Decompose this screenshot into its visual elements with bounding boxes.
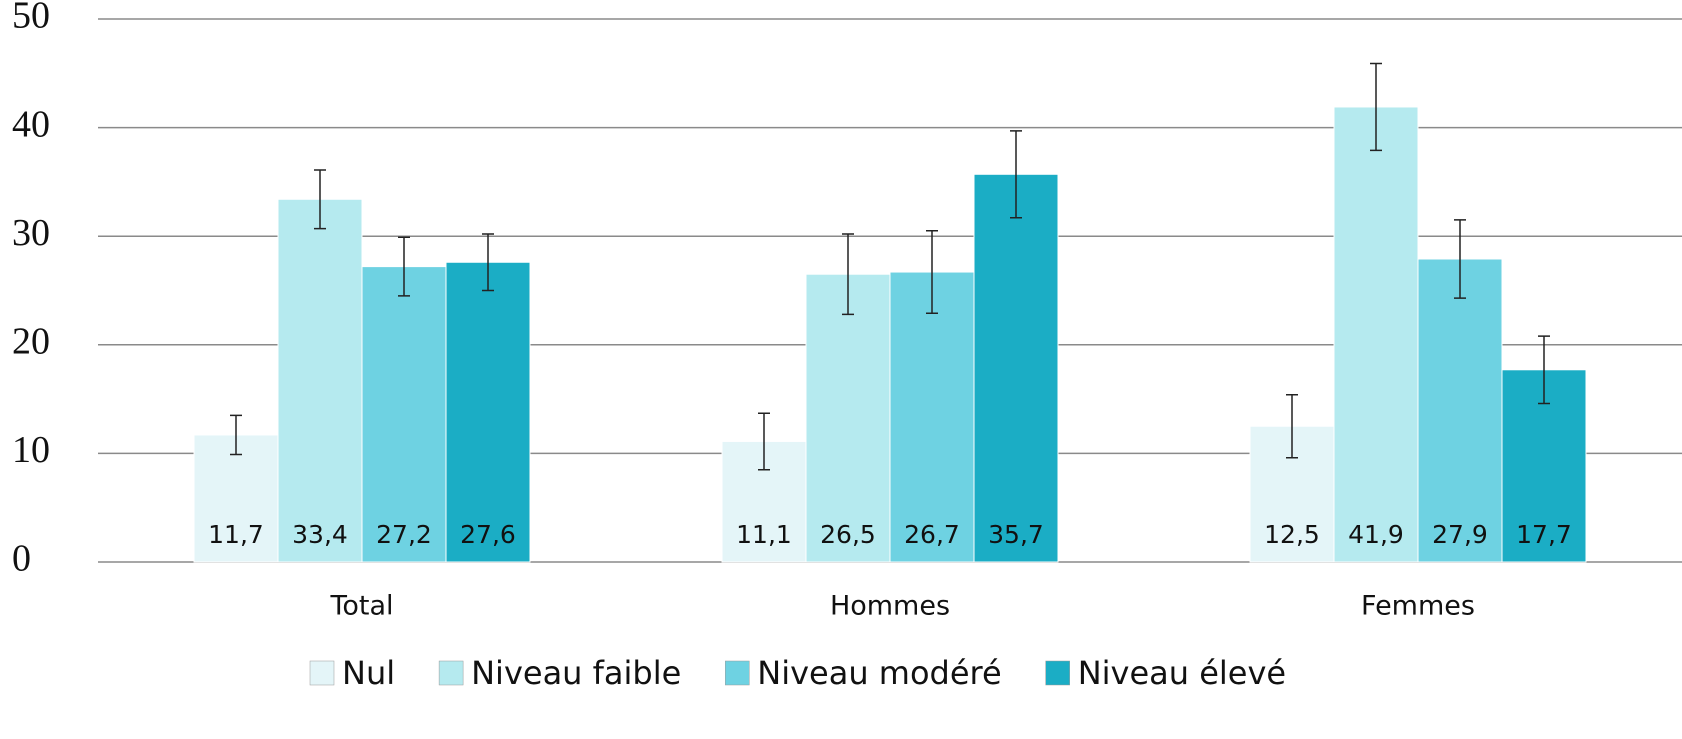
data-label: 11,1 [736, 520, 792, 549]
error-bar [758, 412, 770, 471]
legend-swatch [309, 660, 335, 686]
legend-swatch [438, 660, 464, 686]
data-label: 12,5 [1264, 520, 1320, 549]
error-bar [1370, 62, 1382, 152]
bar [805, 273, 891, 563]
bar [889, 271, 975, 563]
error-bar [842, 233, 854, 316]
y-tick-label: 20 [12, 321, 50, 363]
x-tick-label: Hommes [830, 591, 950, 622]
bar [361, 266, 447, 563]
y-tick-label: 10 [12, 429, 50, 471]
data-label: 26,5 [820, 520, 876, 549]
error-bar [1286, 394, 1298, 459]
error-bar [1010, 130, 1022, 219]
error-bar [482, 233, 494, 292]
data-label: 27,9 [1432, 520, 1488, 549]
error-bar [398, 236, 410, 297]
legend-label: Niveau modéré [757, 654, 1001, 692]
y-tick-label: 0 [12, 538, 31, 580]
bar [1333, 106, 1419, 563]
legend-label: Nul [342, 654, 395, 692]
legend-label: Niveau élevé [1078, 654, 1286, 692]
error-bar [1538, 335, 1550, 405]
bar [277, 198, 363, 563]
data-label: 26,7 [904, 520, 960, 549]
x-tick-label: Femmes [1361, 591, 1475, 622]
data-label: 35,7 [988, 520, 1044, 549]
legend-swatch [1045, 660, 1070, 686]
error-bar [230, 414, 242, 456]
data-label: 27,2 [376, 520, 432, 549]
y-tick-label: 30 [12, 212, 50, 254]
legend-swatch [725, 660, 750, 686]
legend-label: Niveau faible [471, 654, 681, 692]
x-tick-label: Total [329, 591, 393, 622]
bar [973, 173, 1059, 563]
error-bar [926, 230, 938, 315]
error-bar [1454, 219, 1466, 299]
data-label: 11,7 [208, 520, 264, 549]
data-label: 41,9 [1348, 520, 1404, 549]
data-label: 17,7 [1516, 520, 1572, 549]
error-bar [314, 169, 326, 230]
bar [193, 434, 279, 563]
data-label: 33,4 [292, 520, 348, 549]
y-tick-label: 40 [12, 103, 50, 145]
data-label: 27,6 [460, 520, 516, 549]
bar [1417, 258, 1503, 563]
bar [445, 261, 531, 563]
y-tick-label: 50 [12, 0, 50, 37]
